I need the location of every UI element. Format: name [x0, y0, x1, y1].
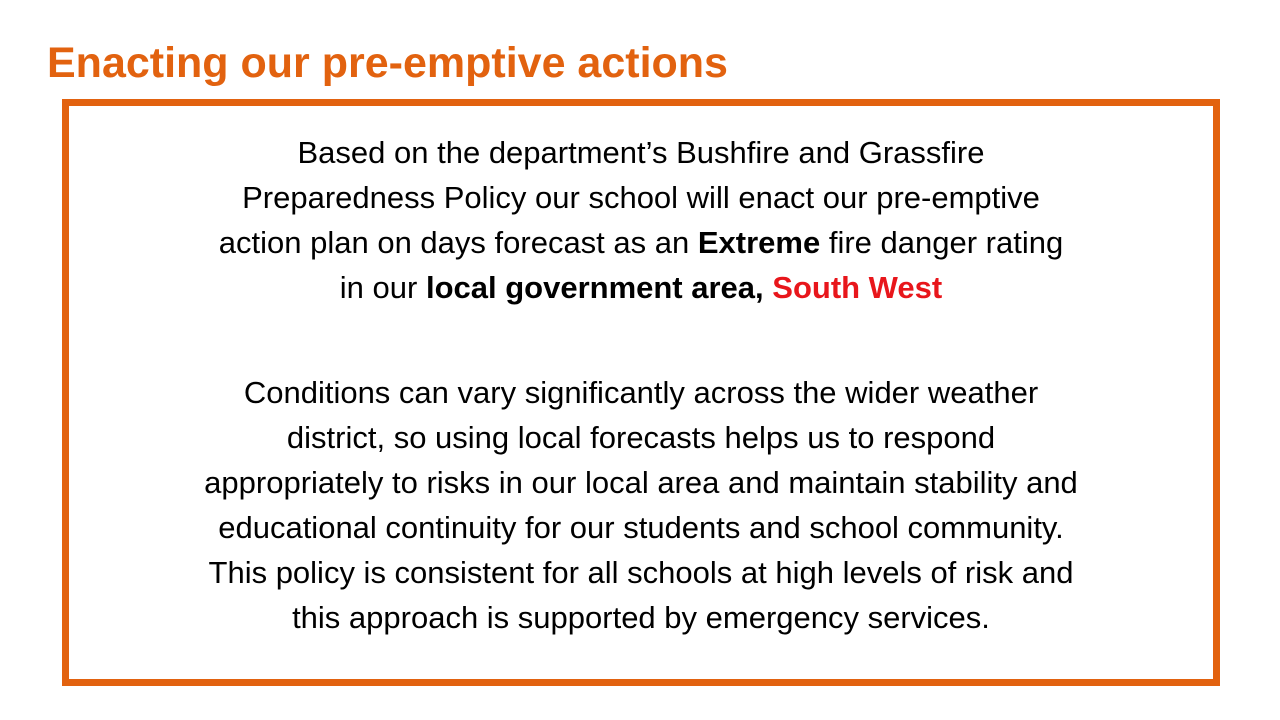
text-run: action plan on days forecast as an	[218, 225, 698, 260]
text-run: local government area,	[425, 270, 773, 305]
text-run: educational continuity for our students …	[218, 510, 1064, 545]
text-line: This policy is consistent for all school…	[69, 550, 1213, 595]
text-line: district, so using local forecasts helps…	[69, 415, 1213, 460]
text-run: district, so using local forecasts helps…	[286, 420, 996, 455]
text-line: Based on the department’s Bushfire and G…	[69, 130, 1213, 175]
text-line: this approach is supported by emergency …	[69, 595, 1213, 640]
text-run: Preparedness Policy our school will enac…	[242, 180, 1040, 215]
content-box: Based on the department’s Bushfire and G…	[62, 99, 1220, 686]
text-run: Extreme	[697, 225, 821, 260]
paragraph: Based on the department’s Bushfire and G…	[69, 130, 1213, 310]
text-line: Preparedness Policy our school will enac…	[69, 175, 1213, 220]
text-line: Conditions can vary significantly across…	[69, 370, 1213, 415]
text-run: This policy is consistent for all school…	[208, 555, 1074, 590]
text-line: in our local government area, South West	[69, 265, 1213, 310]
text-line: appropriately to risks in our local area…	[69, 460, 1213, 505]
text-run: appropriately to risks in our local area…	[204, 465, 1078, 500]
text-run: Based on the department’s Bushfire and G…	[297, 135, 985, 170]
paragraph: Conditions can vary significantly across…	[69, 370, 1213, 640]
text-line: action plan on days forecast as an Extre…	[69, 220, 1213, 265]
text-run: fire danger rating	[820, 225, 1064, 260]
text-run: in our	[339, 270, 426, 305]
slide-title: Enacting our pre-emptive actions	[47, 39, 728, 87]
text-line: educational continuity for our students …	[69, 505, 1213, 550]
text-run: Conditions can vary significantly across…	[243, 375, 1039, 410]
text-run: South West	[772, 270, 943, 305]
text-run: this approach is supported by emergency …	[292, 600, 990, 635]
